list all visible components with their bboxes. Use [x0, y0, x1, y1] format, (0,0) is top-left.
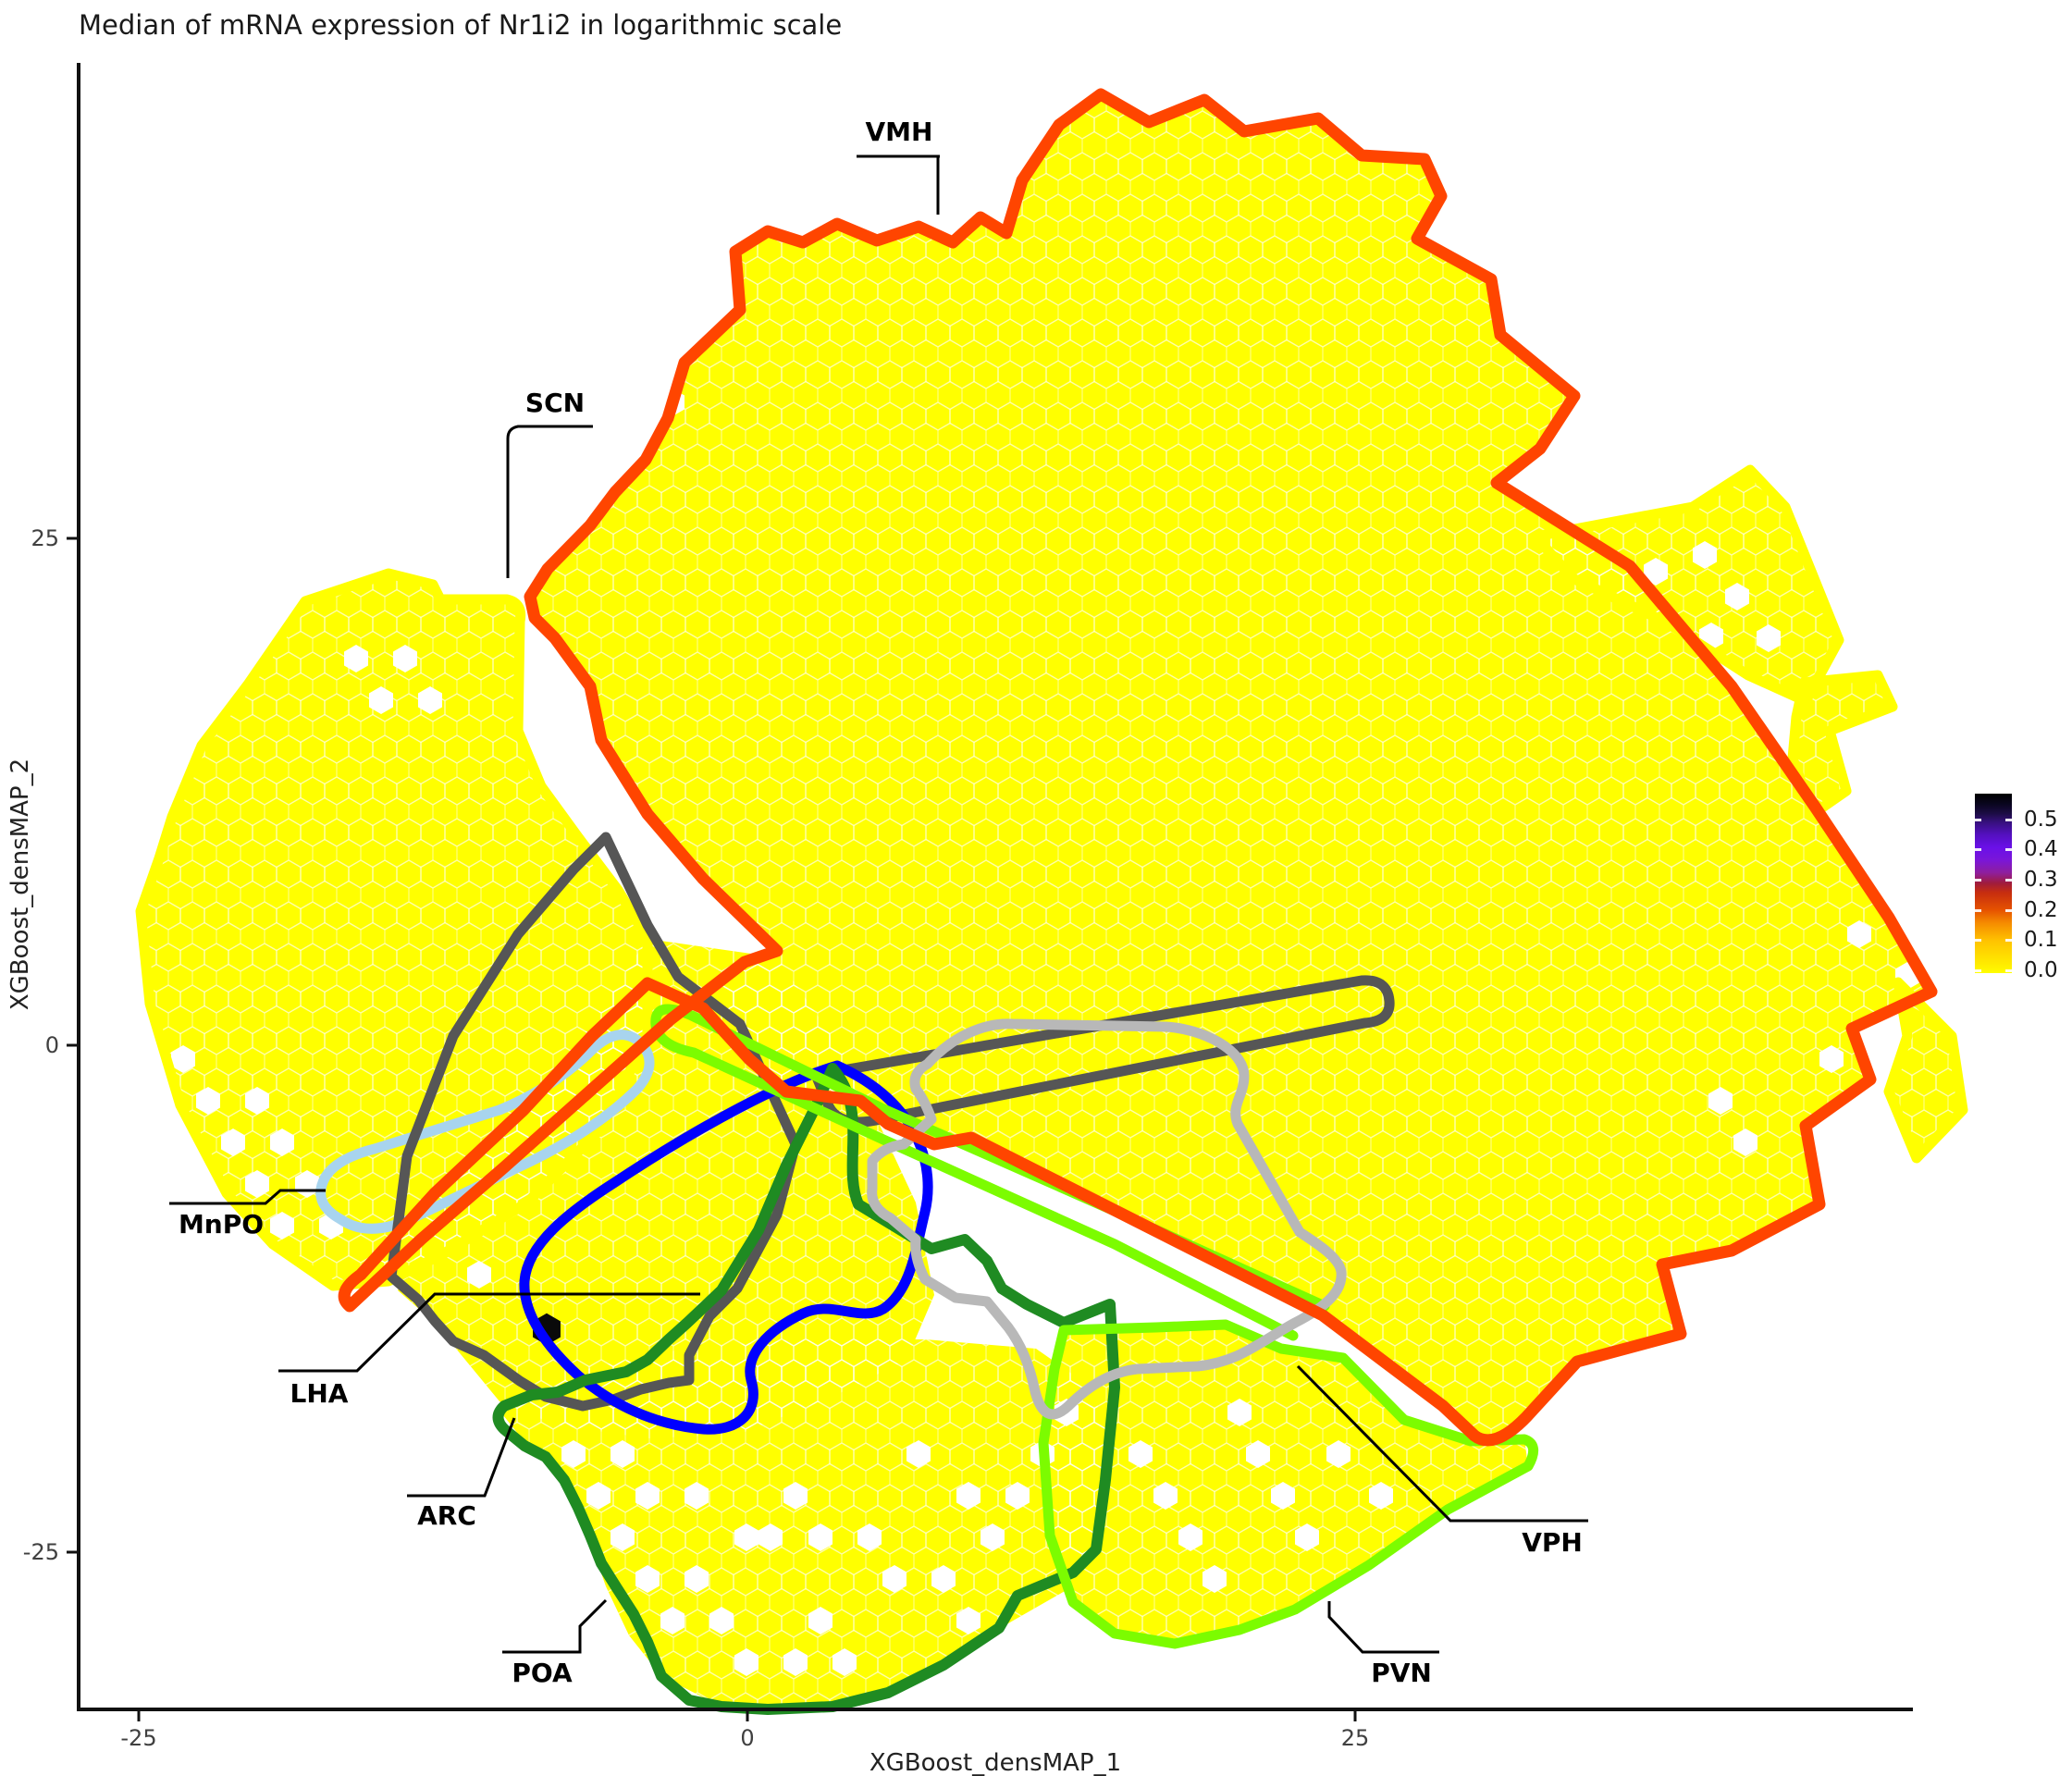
axis-spines — [77, 63, 1913, 1711]
leader-lha — [278, 1292, 700, 1373]
colorbar-tickmark — [1975, 819, 1981, 821]
region-label-mnpo: MnPO — [179, 1209, 264, 1240]
leader-mnpo — [169, 1189, 326, 1205]
region-outline-scn-3 — [1787, 670, 1968, 1164]
colorbar-tick-label: 0.1 — [2024, 928, 2058, 952]
y-tick-label-0: 25 — [31, 525, 59, 551]
region-outline-poa — [492, 1063, 1120, 1715]
colorbar-tick-label: 0.5 — [2024, 808, 2058, 832]
colorbar-tickmark — [2005, 909, 2012, 912]
colorbar-tickmark — [2005, 879, 2012, 882]
colorbar-tick-label: 0.2 — [2024, 898, 2058, 922]
axes: -25 0 25 25 0 -25 XGBoost_densMAP_1 XGBo… — [6, 63, 1913, 1776]
region-outline-pvn — [1038, 1319, 1539, 1649]
x-axis-label: XGBoost_densMAP_1 — [870, 1749, 1121, 1776]
colorbar-tick-label: 0.4 — [2024, 837, 2058, 861]
leader-pvn — [1327, 1601, 1439, 1654]
region-outline-vph — [867, 1018, 1347, 1420]
colorbar-tick-label: 0.3 — [2024, 868, 2058, 892]
leader-arc — [407, 1417, 516, 1498]
colorbar-tick-label: 0.0 — [2024, 958, 2058, 982]
region-outline-mnpo — [315, 1030, 655, 1234]
x-tick-label-0: -25 — [120, 1725, 156, 1751]
colorbar-gradient — [1975, 794, 2012, 973]
colorbar-tickmark — [2005, 848, 2012, 851]
x-tick-marks — [137, 1709, 1357, 1721]
region-label-vmh: VMH — [866, 117, 933, 147]
y-axis-label: XGBoost_densMAP_2 — [6, 758, 34, 1010]
leader-vph — [1296, 1364, 1588, 1523]
colorbar-tickmark — [1975, 848, 1981, 851]
region-label-vph: VPH — [1522, 1527, 1583, 1558]
region-outline-scn — [135, 568, 653, 1291]
leader-poa — [502, 1598, 608, 1654]
leader-scn — [506, 425, 593, 578]
y-tick-label-2: -25 — [23, 1539, 59, 1565]
chart-title: Median of mRNA expression of Nr1i2 in lo… — [79, 9, 843, 41]
region-outline-vmh — [338, 88, 1938, 1447]
colorbar-tickmark — [2005, 969, 2012, 972]
region-label-lha: LHA — [290, 1378, 349, 1409]
colorbar-tickmark — [2005, 939, 2012, 942]
leader-vmh — [857, 154, 940, 215]
region-label-poa: POA — [512, 1658, 573, 1688]
colorbar-tickmark — [1975, 909, 1981, 912]
region-label-scn: SCN — [525, 388, 585, 418]
region-outline-scn-2 — [1530, 464, 1844, 707]
colorbar-tickmark — [1975, 939, 1981, 942]
colorbar-tickmark — [2005, 819, 2012, 821]
x-tick-label-2: 25 — [1341, 1725, 1370, 1751]
colorbar-tickmark — [1975, 879, 1981, 882]
colorbar-tickmark — [1975, 969, 1981, 972]
x-tick-label-1: 0 — [740, 1725, 754, 1751]
region-label-arc: ARC — [417, 1500, 476, 1531]
hexbin-texture — [141, 94, 1963, 1707]
y-tick-marks — [67, 536, 79, 1554]
region-label-pvn: PVN — [1371, 1658, 1432, 1688]
y-tick-label-1: 0 — [45, 1032, 59, 1058]
leader-lines — [169, 154, 1588, 1654]
